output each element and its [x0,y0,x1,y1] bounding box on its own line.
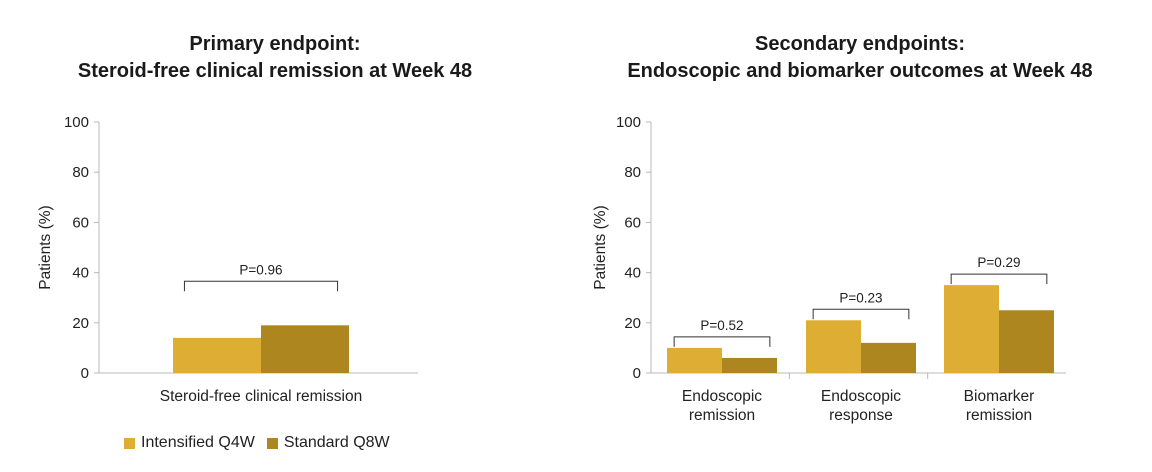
legend-swatch-intensified [124,437,135,449]
chart-1-title-line-1: Primary endpoint: [189,33,360,55]
chart-1-y-tick-label: 0 [81,365,89,382]
chart-2-category-label: Biomarker [964,388,1035,405]
chart-2-y-tick-label: 40 [624,265,641,282]
chart-1-y-tick-label: 100 [64,114,89,131]
chart-1-category-label: Steroid-free clinical remission [160,388,362,405]
chart-2-p-value-label-2: P=0.23 [839,290,882,305]
chart-2-category-label: remission [966,407,1032,424]
legend-item-standard: Standard Q8W [266,434,390,452]
legend-item-intensified: Intensified Q4W [124,434,255,452]
chart-2-category-label: Endoscopic [682,388,762,405]
chart-2-bar-intensified-2 [806,320,861,373]
chart-1-y-tick-label: 20 [72,315,89,332]
chart-2-y-tick-label: 100 [616,114,641,131]
legend-label-standard: Standard Q8W [283,434,390,451]
legend-label-intensified: Intensified Q4W [141,434,255,451]
chart-1-y-tick-label: 60 [72,214,89,231]
chart-2-title-line-2: Endoscopic and biomarker outcomes at Wee… [627,60,1092,82]
chart-1-p-value-bracket-1 [183,280,339,292]
chart-2-y-tick-label: 20 [624,315,641,332]
chart-2-bar-standard-3 [999,310,1054,373]
chart-1-title-line-2: Steroid-free clinical remission at Week … [78,60,472,82]
chart-2-p-value-bracket-3 [950,273,1048,285]
chart-2-bar-intensified-1 [667,347,722,373]
chart-2-p-value-bracket-2 [812,308,910,320]
chart-2-category-label: Endoscopic [821,388,901,405]
chart-2-p-value-label-1: P=0.52 [700,318,743,333]
chart-2-y-tick-label: 0 [633,365,641,382]
chart-1-bar-intensified-1 [173,337,261,373]
chart-2-bar-intensified-3 [944,285,999,373]
chart-2-bar-standard-2 [861,342,916,373]
chart-2-p-value-bracket-1 [673,336,771,347]
chart-2-p-value-label-3: P=0.29 [977,255,1020,270]
chart-2-y-tick-label: 80 [624,164,641,181]
legend: Intensified Q4W Standard Q8W [124,434,402,452]
chart-1-y-axis-label: Patients (%) [37,205,54,289]
legend-swatch-standard [266,437,278,449]
chart-2-category-label: remission [689,407,755,424]
chart-2-category-label: response [829,407,893,424]
chart-1-bar-standard-1 [261,325,349,373]
chart-2-y-tick-label: 60 [624,214,641,231]
chart-1-y-tick-label: 40 [72,265,89,282]
chart-2-y-axis-label: Patients (%) [592,205,609,289]
chart-1-p-value-label-1: P=0.96 [239,262,282,277]
chart-2-bar-standard-1 [722,357,777,373]
chart-2-title-line-1: Secondary endpoints: [755,33,965,55]
chart-1-y-tick-label: 80 [72,164,89,181]
